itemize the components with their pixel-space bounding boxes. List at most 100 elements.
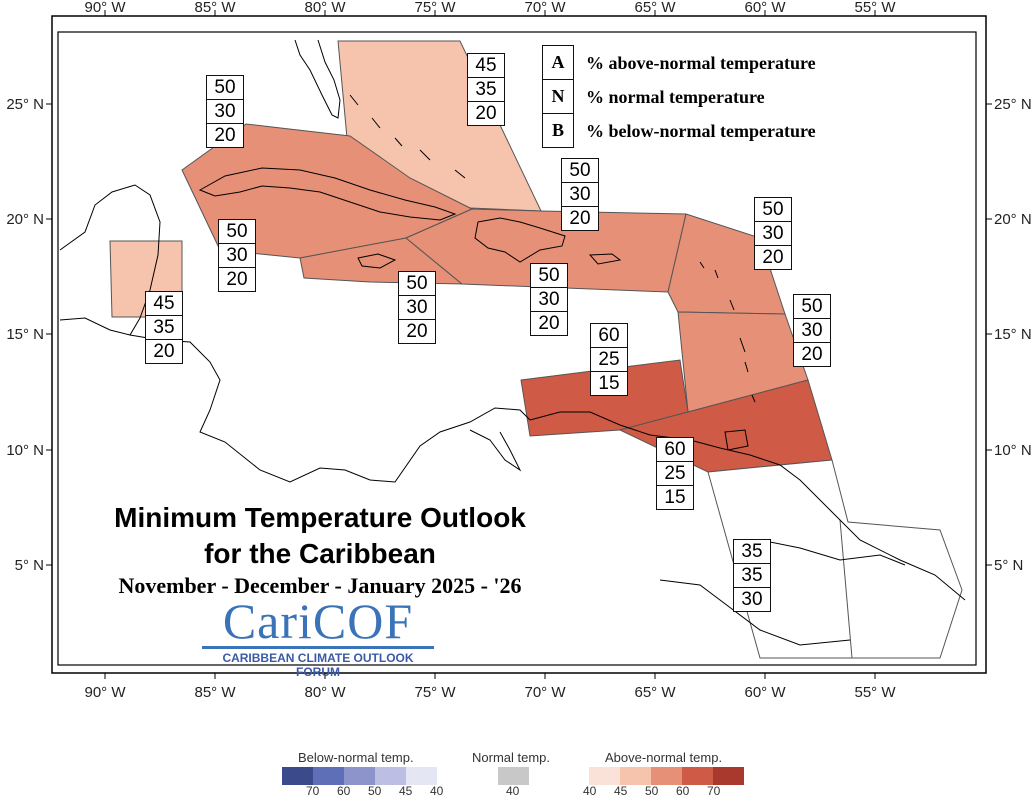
coastline-venezuela-gulf [469, 429, 522, 472]
latitude-labels-left: 25° N 20° N 15° N 10° N 5° N [6, 96, 44, 574]
prob-below: 15 [598, 373, 620, 394]
colorbar-label: 40 [430, 784, 444, 798]
lat-label: 15° N [994, 326, 1032, 343]
lon-label: 60° W [744, 684, 786, 701]
lon-label: 55° W [854, 0, 896, 16]
prob-normal: 30 [207, 100, 243, 124]
lat-label: 25° N [6, 96, 44, 113]
lon-label: 60° W [744, 0, 786, 16]
map-title-line2: for the Caribbean [204, 538, 436, 569]
key-row-normal: N % normal temperature [542, 79, 816, 114]
coastline-hispaniola [474, 217, 566, 263]
coastline-lesser-antilles [699, 261, 756, 403]
colorbar-above-title: Above-normal temp. [605, 750, 723, 765]
prob-normal: 30 [531, 288, 567, 312]
key-row-below: B % below-normal temperature [542, 113, 816, 148]
prob-below: 20 [406, 321, 428, 342]
prob-above: 50 [794, 295, 830, 319]
colorbar-label: 70 [707, 784, 721, 798]
logo-wordmark: CariCOF [222, 593, 414, 649]
colorbar-normal-title: Normal temp. [472, 750, 551, 765]
prob-normal: 30 [562, 183, 598, 207]
colorbar-label: 50 [368, 784, 382, 798]
swatch-above-70 [713, 767, 744, 785]
prob-above: 50 [207, 76, 243, 100]
prob-normal: 30 [755, 222, 791, 246]
region-divider [839, 519, 853, 659]
prob-above: 50 [755, 198, 791, 222]
coastline-guianas-border [759, 539, 906, 566]
prob-below: 20 [226, 269, 248, 290]
coastline-puerto-rico [588, 253, 622, 265]
prob-normal: 35 [146, 316, 182, 340]
prob-above: 45 [146, 292, 182, 316]
prob-above: 50 [562, 159, 598, 183]
axis-ticks [46, 10, 992, 679]
colorbar-below-swatches [282, 767, 437, 785]
colorbar-label: 40 [583, 784, 597, 798]
lon-label: 80° W [304, 0, 346, 16]
logo-tagline: CARIBBEAN CLIMATE OUTLOOK FORUM [202, 646, 434, 679]
lon-label: 75° W [414, 0, 456, 16]
coastline-florida [294, 39, 341, 119]
prob-above: 35 [734, 540, 770, 564]
coastlines [59, 39, 966, 646]
prob-box-jamaica: 50 30 20 [398, 271, 436, 344]
prob-above: 60 [591, 324, 627, 348]
prob-below: 20 [569, 208, 591, 229]
lat-label: 25° N [994, 96, 1032, 113]
longitude-labels-bottom: 90° W 85° W 80° W 75° W 70° W 65° W 60° … [84, 684, 896, 701]
prob-below: 20 [538, 313, 560, 334]
prob-below: 20 [475, 103, 497, 124]
coastline-jamaica [357, 253, 397, 269]
prob-below: 30 [741, 589, 763, 610]
prob-box-guianas: 35 35 30 [733, 539, 771, 612]
prob-below: 20 [801, 344, 823, 365]
coastline-central-america [129, 334, 531, 483]
prob-normal: 35 [734, 564, 770, 588]
key-text: % below-normal temperature [586, 120, 816, 141]
prob-box-bahamas: 45 35 20 [467, 53, 505, 126]
prob-box-cuba: 50 30 20 [206, 75, 244, 148]
lon-label: 65° W [634, 684, 676, 701]
coastline-rivers [659, 579, 851, 646]
lon-label: 70° W [524, 684, 566, 701]
key-letter: B [542, 113, 574, 148]
prob-above: 50 [219, 220, 255, 244]
key-text: % normal temperature [586, 86, 765, 107]
prob-normal: 30 [794, 319, 830, 343]
coastline-trinidad [724, 429, 749, 451]
prob-normal: 25 [657, 462, 693, 486]
lat-label: 20° N [6, 211, 44, 228]
prob-above: 50 [531, 264, 567, 288]
prob-above: 45 [468, 54, 504, 78]
prob-box-hispaniola: 50 30 20 [530, 263, 568, 336]
colorbar-normal-swatch [498, 767, 529, 785]
prob-box-trinidad: 60 25 15 [656, 437, 694, 510]
lat-label: 10° N [6, 442, 44, 459]
swatch-normal-40 [498, 767, 529, 785]
lat-label: 20° N [994, 211, 1032, 228]
lon-label: 75° W [414, 684, 456, 701]
colorbar-label: 45 [399, 784, 413, 798]
prob-box-turks-caicos: 50 30 20 [561, 158, 599, 231]
lon-label: 70° W [524, 0, 566, 16]
prob-below: 20 [214, 125, 236, 146]
prob-above: 50 [399, 272, 435, 296]
prob-normal: 30 [219, 244, 255, 268]
map-subtitle: November - December - January 2025 - '26 [118, 573, 522, 598]
coastline-cuba [198, 167, 457, 221]
colorbar-label: 60 [676, 784, 690, 798]
swatch-above-60 [682, 767, 713, 785]
map-frame-inner [57, 31, 977, 666]
swatch-below-40 [406, 767, 437, 785]
coastline-yucatan [59, 184, 161, 336]
colorbar-above-swatches [589, 767, 744, 785]
prob-box-leeward: 50 30 20 [754, 197, 792, 270]
latitude-labels-right: 25° N 20° N 15° N 10° N 5° N [994, 96, 1032, 574]
lon-label: 85° W [194, 684, 236, 701]
prob-box-belize: 45 35 20 [145, 291, 183, 364]
lon-label: 65° W [634, 0, 676, 16]
swatch-below-60 [313, 767, 344, 785]
lat-label: 15° N [6, 326, 44, 343]
